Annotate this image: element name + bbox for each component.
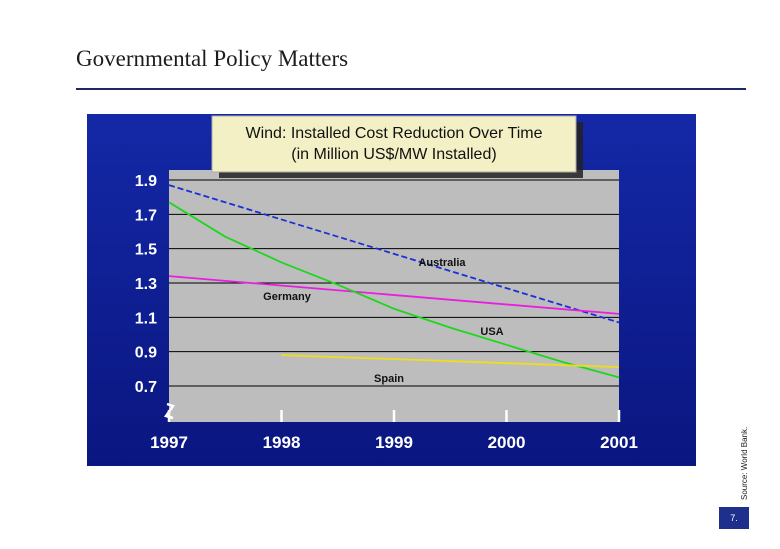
y-tick-label: 0.9 bbox=[135, 345, 157, 362]
series-line-germany bbox=[168, 275, 620, 315]
chart-title-box bbox=[211, 115, 577, 173]
x-tick-label: 2000 bbox=[488, 433, 526, 452]
y-axis-labels: 1.9 1.7 1.5 1.3 1.1 0.9 0.7 bbox=[135, 173, 157, 396]
y-tick-label: 1.3 bbox=[135, 276, 157, 293]
y-tick-label: 1.9 bbox=[135, 173, 157, 190]
y-tick-label: 1.5 bbox=[135, 242, 157, 259]
x-tick-label: 2001 bbox=[600, 433, 638, 452]
series-label-usa: USA bbox=[480, 326, 503, 338]
grid-lines bbox=[169, 179, 619, 387]
y-tick-label: 1.7 bbox=[135, 207, 157, 224]
axis-break-icon bbox=[163, 402, 175, 420]
series-label-germany: Germany bbox=[263, 291, 312, 303]
series-lines bbox=[168, 184, 620, 379]
page-number: 7. bbox=[719, 507, 749, 529]
y-tick-label: 1.1 bbox=[135, 310, 157, 327]
x-tick-label: 1997 bbox=[150, 433, 188, 452]
x-axis-labels: 1997 1998 1999 2000 2001 bbox=[150, 433, 638, 452]
chart-subtitle: (in Million US$/MW Installed) bbox=[291, 146, 496, 163]
x-tick-label: 1999 bbox=[375, 433, 413, 452]
source-note: Source: World Bank. bbox=[740, 426, 749, 500]
series-line-usa bbox=[168, 201, 620, 379]
series-label-spain: Spain bbox=[374, 373, 404, 385]
cost-reduction-chart: 1.9 1.7 1.5 1.3 1.1 0.9 0.7 1997 1998 1999 2000 20… bbox=[87, 114, 696, 466]
chart-title: Wind: Installed Cost Reduction Over Time bbox=[245, 125, 542, 142]
page-title: Governmental Policy Matters bbox=[76, 46, 349, 71]
series-line-spain bbox=[281, 354, 620, 369]
series-labels: Australia Germany USA Spain bbox=[263, 257, 504, 385]
title-divider bbox=[76, 88, 746, 90]
x-tick-label: 1998 bbox=[263, 433, 301, 452]
series-line-australia bbox=[168, 184, 620, 324]
plot-area bbox=[169, 170, 619, 422]
series-label-australia: Australia bbox=[418, 257, 466, 269]
y-tick-label: 0.7 bbox=[135, 379, 157, 396]
